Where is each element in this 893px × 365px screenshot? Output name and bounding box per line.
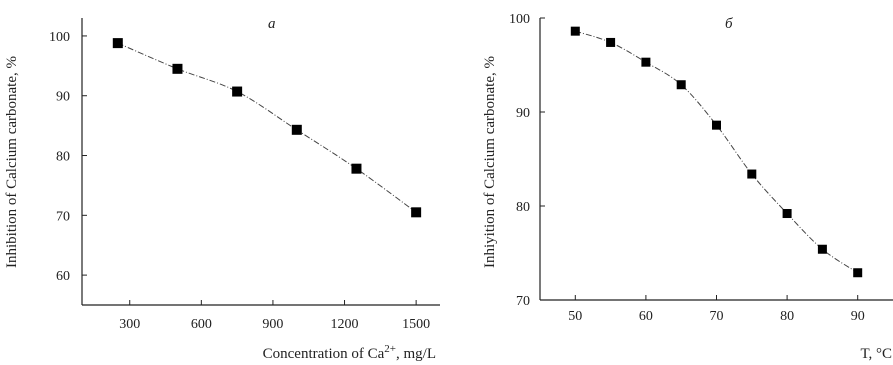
data-point-a-1 <box>172 63 183 74</box>
x-axis-label-a: Concentration of Ca2+, mg/L <box>263 343 436 362</box>
x-axis-label-b: T, °C <box>860 346 892 362</box>
data-point-b-2 <box>641 57 651 67</box>
data-point-b-6 <box>782 209 792 219</box>
x-tick-label-a-0: 300 <box>119 317 140 332</box>
x-tick-label-a-3: 1200 <box>331 317 359 332</box>
x-tick-label-a-4: 1500 <box>402 317 430 332</box>
x-tick-label-a-2: 900 <box>262 317 283 332</box>
data-point-b-3 <box>676 80 686 90</box>
x-axis-label-a-sup: 2+ <box>384 343 396 355</box>
series-line-b <box>575 30 858 274</box>
y-tick-label-a-0: 60 <box>56 269 70 284</box>
series-line-a <box>117 42 417 213</box>
data-point-b-7 <box>817 244 827 254</box>
x-tick-label-b-4: 90 <box>851 309 865 324</box>
data-point-a-3 <box>291 124 302 135</box>
y-tick-label-b-1: 80 <box>516 200 530 215</box>
y-tick-label-a-2: 80 <box>56 150 70 165</box>
x-axis-label-a-suffix: , mg/L <box>396 346 436 362</box>
y-tick-label-a-3: 90 <box>56 90 70 105</box>
panel-label-a: a <box>268 16 276 32</box>
y-axis-label-b: Inhiyition of Calcium carbonate, % <box>482 56 498 268</box>
data-point-b-0 <box>570 26 580 36</box>
x-axis-label-a-main: Concentration of Ca <box>263 346 385 362</box>
data-point-a-2 <box>232 86 243 97</box>
data-point-b-8 <box>853 268 863 278</box>
x-tick-label-b-3: 80 <box>780 309 794 324</box>
data-point-b-5 <box>747 169 757 179</box>
panel-label-b: б <box>725 16 733 32</box>
y-tick-label-b-2: 90 <box>516 106 530 121</box>
x-tick-label-a-1: 600 <box>191 317 212 332</box>
y-tick-label-a-1: 70 <box>56 209 70 224</box>
x-tick-label-b-1: 60 <box>639 309 653 324</box>
data-point-a-4 <box>351 163 362 174</box>
chart-panel-b: 70 80 90 100 50 60 70 80 90 б Inhiyition of Cal… <box>482 12 893 362</box>
data-point-a-5 <box>411 207 422 218</box>
y-axis-label-a: Inhibition of Calcium carbonate, % <box>4 56 20 268</box>
y-tick-label-b-3: 100 <box>509 12 530 27</box>
data-point-b-4 <box>712 120 721 130</box>
x-tick-label-b-0: 50 <box>568 309 582 324</box>
data-point-b-1 <box>606 37 616 47</box>
chart-panel-a: 60 70 80 90 100 300 600 900 1200 1500 a Inhibiti… <box>4 16 440 362</box>
x-tick-label-b-2: 70 <box>710 309 724 324</box>
data-point-a-0 <box>112 38 123 49</box>
y-tick-label-a-4: 100 <box>49 30 70 45</box>
y-tick-label-b-0: 70 <box>516 294 530 309</box>
